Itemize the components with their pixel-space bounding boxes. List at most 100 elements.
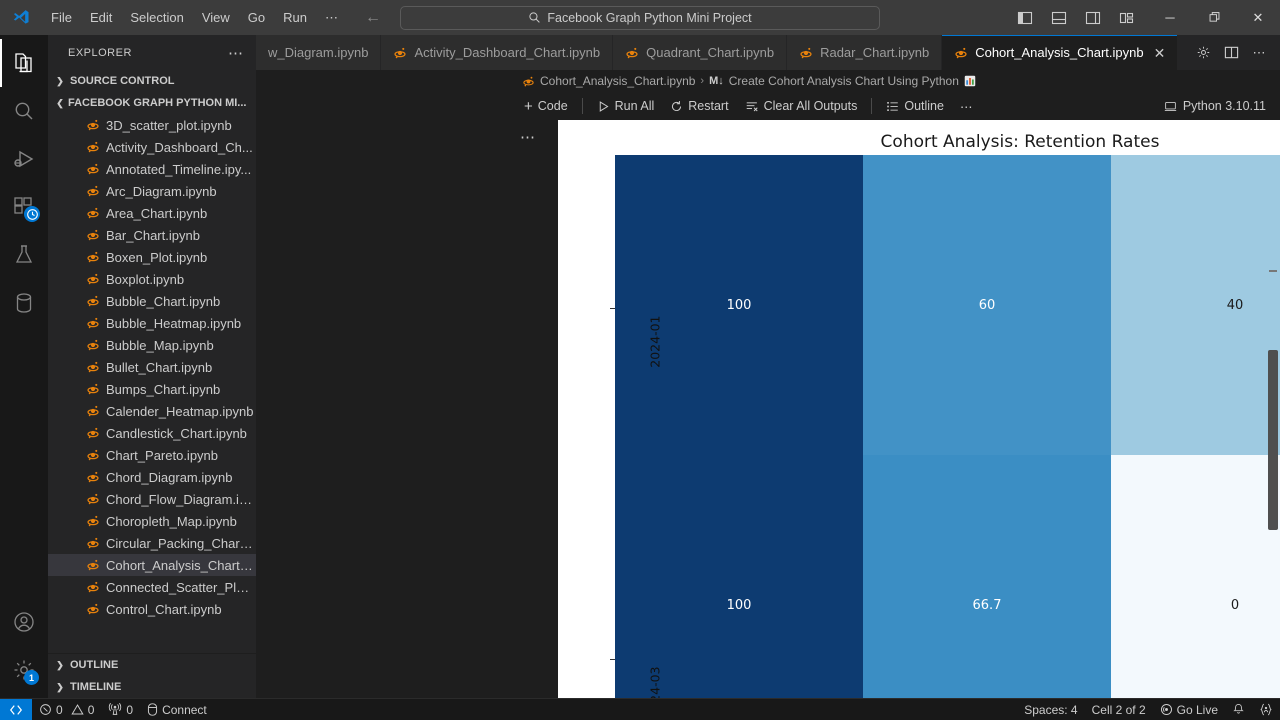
activity-item-run-and-debug[interactable] bbox=[0, 135, 48, 183]
editor-tabs[interactable]: w_Diagram.ipynb Activity_Dashboard_Chart.… bbox=[256, 35, 1182, 70]
clear-all-outputs-button[interactable]: Clear All Outputs bbox=[737, 97, 866, 115]
file-tree[interactable]: 3D_scatter_plot.ipynb Activity_Dashboard_… bbox=[48, 114, 256, 653]
file-tree-item[interactable]: Bubble_Map.ipynb bbox=[48, 334, 256, 356]
customize-layout-icon[interactable] bbox=[1112, 4, 1142, 32]
toggle-panel-icon[interactable] bbox=[1044, 4, 1074, 32]
file-tree-item[interactable]: Bubble_Heatmap.ipynb bbox=[48, 312, 256, 334]
toggle-primary-sidebar-icon[interactable] bbox=[1010, 4, 1040, 32]
scrollbar-thumb[interactable] bbox=[1268, 350, 1278, 530]
editor-tab[interactable]: Activity_Dashboard_Chart.ipynb bbox=[381, 35, 614, 70]
editor-tab[interactable]: Cohort_Analysis_Chart.ipynb ✕ bbox=[942, 35, 1179, 70]
restart-button[interactable]: Restart bbox=[662, 97, 736, 115]
kernel-selector[interactable]: Python 3.10.11 bbox=[1164, 99, 1266, 113]
run-all-button[interactable]: Run All bbox=[589, 97, 663, 115]
sidebar-section-outline[interactable]: ❯ OUTLINE bbox=[48, 654, 256, 676]
activity-item-account[interactable] bbox=[0, 598, 48, 646]
file-tree-item[interactable]: Boxplot.ipynb bbox=[48, 268, 256, 290]
file-tree-item[interactable]: Boxen_Plot.ipynb bbox=[48, 246, 256, 268]
remote-indicator[interactable] bbox=[0, 698, 32, 720]
file-tree-item[interactable]: Candlestick_Chart.ipynb bbox=[48, 422, 256, 444]
file-tree-item-label: 3D_scatter_plot.ipynb bbox=[106, 117, 232, 133]
file-tree-item[interactable]: Circular_Packing_Chart.i... bbox=[48, 532, 256, 554]
editor-tab[interactable]: Radar_Chart.ipynb bbox=[787, 35, 943, 70]
jupyter-notebook-icon bbox=[86, 162, 100, 176]
file-tree-item[interactable]: Area_Chart.ipynb bbox=[48, 202, 256, 224]
jupyter-icon bbox=[522, 75, 535, 88]
file-tree-item[interactable]: Bullet_Chart.ipynb bbox=[48, 356, 256, 378]
go-live-button[interactable]: Go Live bbox=[1153, 699, 1225, 720]
y-tick-mark-1 bbox=[610, 659, 615, 660]
outline-icon bbox=[886, 100, 899, 113]
maximize-restore-button[interactable] bbox=[1192, 0, 1236, 35]
close-tab-icon[interactable]: ✕ bbox=[1153, 44, 1166, 61]
activity-item-explorer[interactable] bbox=[0, 39, 48, 87]
file-tree-item[interactable]: Chord_Flow_Diagram.ip... bbox=[48, 488, 256, 510]
menu-more[interactable]: ⋯ bbox=[325, 9, 338, 25]
brackets-person-icon[interactable] bbox=[1252, 699, 1280, 720]
command-search-box[interactable]: Facebook Graph Python Mini Project bbox=[400, 5, 880, 30]
menu-selection[interactable]: Selection bbox=[130, 10, 184, 25]
file-tree-item[interactable]: Calender_Heatmap.ipynb bbox=[48, 400, 256, 422]
menu-view[interactable]: View bbox=[201, 10, 230, 25]
y-tick-label-0: 2024-01 bbox=[647, 315, 663, 368]
file-tree-item[interactable]: Control_Chart.ipynb bbox=[48, 598, 256, 620]
file-tree-item[interactable]: Choropleth_Map.ipynb bbox=[48, 510, 256, 532]
activity-item-extensions[interactable] bbox=[0, 183, 48, 231]
file-tree-item[interactable]: Bumps_Chart.ipynb bbox=[48, 378, 256, 400]
connect-button[interactable]: Connect bbox=[140, 699, 214, 720]
file-tree-item[interactable]: Connected_Scatter_Plot... bbox=[48, 576, 256, 598]
file-tree-item[interactable]: Activity_Dashboard_Ch... bbox=[48, 136, 256, 158]
activity-item-search[interactable] bbox=[0, 87, 48, 135]
sidebar-section-source-control[interactable]: ❯ SOURCE CONTROL bbox=[48, 70, 256, 92]
activity-item-settings[interactable]: 1 bbox=[0, 646, 48, 694]
file-tree-item[interactable]: Chord_Diagram.ipynb bbox=[48, 466, 256, 488]
file-tree-item-label: Bubble_Map.ipynb bbox=[106, 337, 214, 353]
menu-file[interactable]: File bbox=[51, 10, 72, 25]
file-tree-item[interactable]: Cohort_Analysis_Chart.i... bbox=[48, 554, 256, 576]
problems-indicator[interactable]: 0 0 bbox=[32, 699, 101, 720]
file-tree-item[interactable]: Annotated_Timeline.ipy... bbox=[48, 158, 256, 180]
add-code-cell-button[interactable]: + Code bbox=[516, 96, 576, 117]
cell-indicator[interactable]: Cell 2 of 2 bbox=[1091, 702, 1146, 717]
cell-more-actions-icon[interactable]: ⋯ bbox=[520, 129, 536, 146]
file-tree-item[interactable]: Arc_Diagram.ipynb bbox=[48, 180, 256, 202]
split-editor-icon[interactable] bbox=[1218, 39, 1244, 67]
sidebar-section-timeline[interactable]: ❯ TIMELINE bbox=[48, 676, 256, 698]
menu-bar: File Edit Selection View Go Run ⋯ bbox=[42, 7, 347, 29]
jupyter-notebook-icon bbox=[799, 46, 813, 60]
search-icon bbox=[528, 11, 541, 24]
file-tree-item[interactable]: Bar_Chart.ipynb bbox=[48, 224, 256, 246]
notifications-bell-icon[interactable] bbox=[1225, 699, 1252, 720]
menu-go[interactable]: Go bbox=[247, 10, 266, 25]
explorer-more-actions-icon[interactable]: ⋯ bbox=[228, 44, 244, 62]
breadcrumb-cell-title[interactable]: Create Cohort Analysis Chart Using Pytho… bbox=[728, 74, 959, 88]
search-text: Facebook Graph Python Mini Project bbox=[547, 10, 752, 25]
editor-tab[interactable]: Quadrant_Chart.ipynb bbox=[613, 35, 788, 70]
minimize-button[interactable]: ─ bbox=[1165, 10, 1175, 25]
toggle-secondary-sidebar-icon[interactable] bbox=[1078, 4, 1108, 32]
outline-button[interactable]: Outline bbox=[878, 97, 952, 115]
ports-indicator[interactable]: 0 bbox=[101, 699, 140, 720]
notebook-scrollbar[interactable] bbox=[1266, 120, 1280, 698]
outline-label: Outline bbox=[904, 99, 944, 113]
close-window-button[interactable]: ✕ bbox=[1252, 9, 1264, 25]
more-actions-icon[interactable]: ⋯ bbox=[1252, 44, 1266, 60]
file-tree-item[interactable]: Bubble_Chart.ipynb bbox=[48, 290, 256, 312]
editor-tab[interactable]: w_Diagram.ipynb bbox=[256, 35, 382, 70]
activity-item-database[interactable] bbox=[0, 279, 48, 327]
activity-item-testing[interactable] bbox=[0, 231, 48, 279]
menu-edit[interactable]: Edit bbox=[89, 10, 113, 25]
extensions-clock-badge-icon bbox=[24, 206, 40, 222]
back-arrow-icon[interactable]: ← bbox=[365, 8, 381, 26]
breadcrumb-file[interactable]: Cohort_Analysis_Chart.ipynb bbox=[540, 74, 696, 88]
toolbar-more-actions[interactable]: ⋯ bbox=[959, 99, 973, 114]
jupyter-notebook-icon bbox=[954, 46, 968, 60]
menu-run[interactable]: Run bbox=[283, 10, 307, 25]
chevron-right-icon: ❯ bbox=[56, 75, 64, 86]
play-icon bbox=[597, 100, 610, 113]
settings-gear-icon[interactable] bbox=[1190, 39, 1216, 67]
file-tree-item[interactable]: 3D_scatter_plot.ipynb bbox=[48, 114, 256, 136]
sidebar-section-project[interactable]: ❮ FACEBOOK GRAPH PYTHON MI... bbox=[48, 92, 256, 114]
spaces-indicator[interactable]: Spaces: 4 bbox=[1024, 702, 1078, 717]
file-tree-item[interactable]: Chart_Pareto.ipynb bbox=[48, 444, 256, 466]
